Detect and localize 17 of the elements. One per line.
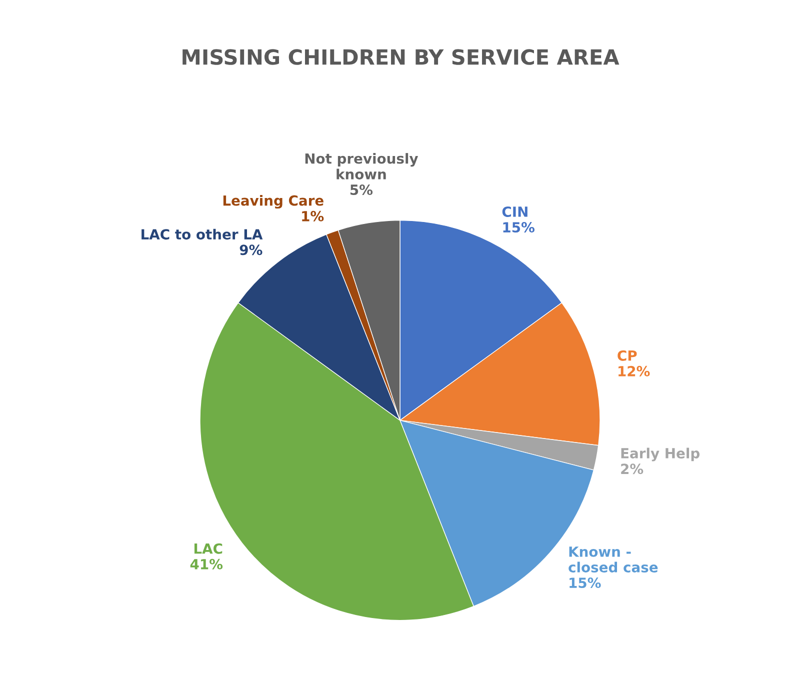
data-label: 1% (302, 210, 324, 222)
data-label: 15% (570, 578, 601, 588)
slice-label: LAC (194, 543, 222, 554)
slice-label: CP (618, 350, 637, 361)
slice-label: Not previously known (305, 153, 418, 180)
slice-label: LAC to other LA (142, 228, 263, 240)
data-label: 5% (350, 184, 373, 196)
data-label: 2% (621, 464, 644, 474)
data-label: 9% (240, 244, 262, 256)
data-label: 12% (618, 366, 650, 376)
data-label: 41% (190, 558, 223, 570)
slice-label: Leaving Care (223, 195, 324, 209)
slice-label: Known - closed case (568, 546, 658, 572)
slice-label: Early Help (621, 448, 700, 462)
data-label: 15% (503, 222, 534, 233)
slice-label: CIN (502, 206, 528, 217)
chart-title: MISSING CHILDREN BY SERVICE AREA (182, 49, 620, 65)
